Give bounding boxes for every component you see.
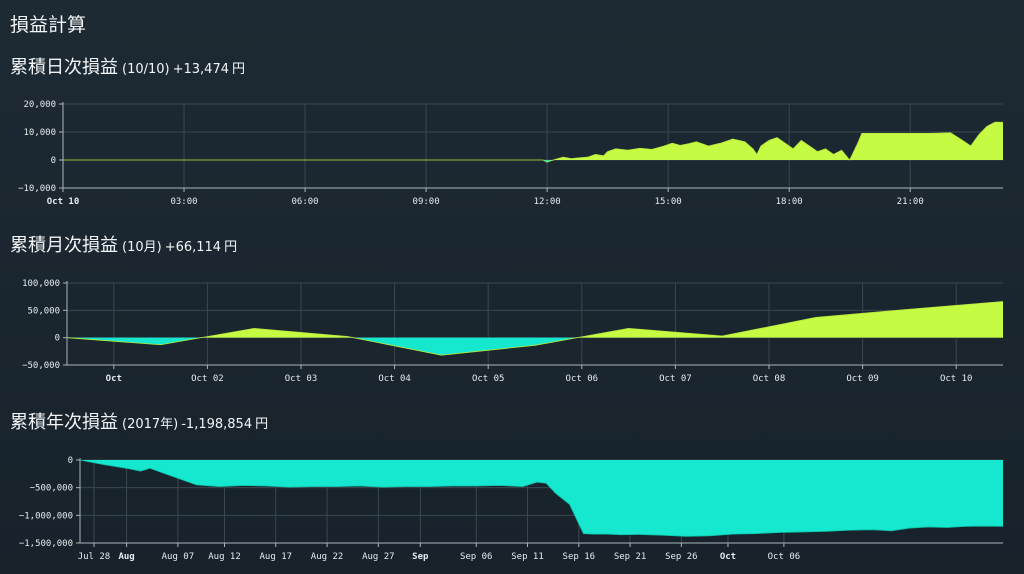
- y-tick-label: 0: [51, 156, 56, 166]
- x-tick-label: Jul 28: [78, 552, 111, 562]
- negative-area: [80, 460, 1003, 537]
- x-tick-label: Aug 27: [362, 552, 395, 562]
- daily-pnl-title: 累積日次損益: [10, 57, 118, 78]
- monthly-pnl-title: 累積月次損益: [10, 235, 118, 256]
- yearly-pnl-unit: 円: [255, 417, 269, 432]
- x-tick-label: 12:00: [534, 197, 561, 207]
- series-line: [79, 459, 1004, 537]
- y-tick-label: −1,500,000: [19, 539, 73, 549]
- yearly-pnl-heading: 累積年次損益 (2017年) -1,198,854 円: [10, 408, 268, 434]
- positive-area: [63, 122, 1003, 160]
- x-tick-label: Oct 10: [940, 374, 973, 384]
- x-tick-label: 21:00: [897, 197, 924, 207]
- y-tick-label: −10,000: [18, 184, 56, 194]
- x-tick-label: Oct 04: [378, 374, 411, 384]
- x-tick-label: Oct 02: [191, 374, 224, 384]
- x-tick-label: Aug 22: [311, 552, 344, 562]
- x-tick-label: Oct 07: [659, 374, 692, 384]
- x-tick-label: 03:00: [170, 197, 197, 207]
- daily-pnl-unit: 円: [232, 62, 246, 77]
- x-tick-label: Sep 06: [460, 552, 493, 562]
- x-tick-label: Oct 05: [472, 374, 505, 384]
- series-line: [63, 121, 1004, 163]
- yearly-pnl-chart: 0 −500,000 −1,000,000 −1,500,000 Jul 28 Aug Au…: [19, 456, 1004, 562]
- y-tick-label: 20,000: [23, 100, 56, 110]
- x-tick-label: 09:00: [413, 197, 440, 207]
- monthly-pnl-unit: 円: [224, 240, 238, 255]
- monthly-pnl-date: (10月): [122, 240, 162, 255]
- x-tick-label: 06:00: [292, 197, 319, 207]
- x-tick-label: Aug 12: [208, 552, 241, 562]
- y-tick-label: 10,000: [23, 128, 56, 138]
- x-tick-label: Sep: [412, 552, 429, 562]
- x-tick-label: Oct: [720, 552, 736, 562]
- y-tick-label: 0: [55, 334, 60, 344]
- daily-pnl-chart: 20,000 10,000 0 −10,000 Oct 10 03:00 06:00 09:0…: [18, 100, 1004, 207]
- y-tick-label: 100,000: [22, 279, 60, 289]
- page-title: 損益計算: [10, 14, 87, 36]
- yearly-pnl-title: 累積年次損益: [10, 412, 118, 433]
- monthly-pnl-heading: 累積月次損益 (10月) +66,114 円: [10, 231, 237, 257]
- x-tick-label: Aug: [118, 552, 134, 562]
- x-tick-label: 18:00: [776, 197, 803, 207]
- x-tick-label: Aug 17: [260, 552, 293, 562]
- x-tick-label: Oct 10: [47, 197, 80, 207]
- negative-area: [67, 337, 1003, 356]
- daily-pnl-heading: 累積日次損益 (10/10) +13,474 円: [10, 53, 245, 79]
- y-tick-label: −50,000: [22, 361, 60, 371]
- positive-area: [67, 301, 1003, 338]
- yearly-pnl-value: -1,198,854: [181, 417, 253, 432]
- series-line: [66, 301, 1004, 356]
- y-tick-label: 0: [68, 456, 73, 466]
- x-tick-label: Aug 07: [162, 552, 195, 562]
- y-tick-label: −500,000: [30, 484, 73, 494]
- y-tick-label: −1,000,000: [19, 511, 73, 521]
- yearly-pnl-date: (2017年): [122, 417, 179, 432]
- x-tick-label: Oct 06: [768, 552, 801, 562]
- x-tick-label: Oct 03: [285, 374, 318, 384]
- x-tick-label: Sep 16: [563, 552, 596, 562]
- monthly-pnl-value: +66,114: [164, 240, 222, 255]
- x-tick-label: 15:00: [655, 197, 682, 207]
- daily-pnl-date: (10/10): [122, 62, 170, 77]
- y-tick-label: 50,000: [27, 306, 60, 316]
- monthly-pnl-chart: 100,000 50,000 0 −50,000 Oct Oct 02 Oct 03 Oct …: [22, 279, 1004, 384]
- x-tick-label: Oct 06: [566, 374, 599, 384]
- x-tick-label: Oct 09: [846, 374, 879, 384]
- x-tick-label: Sep 26: [665, 552, 698, 562]
- daily-pnl-value: +13,474: [172, 62, 229, 77]
- x-tick-label: Oct: [106, 374, 122, 384]
- x-tick-label: Oct 08: [753, 374, 786, 384]
- x-tick-label: Sep 11: [511, 552, 544, 562]
- x-tick-label: Sep 21: [614, 552, 647, 562]
